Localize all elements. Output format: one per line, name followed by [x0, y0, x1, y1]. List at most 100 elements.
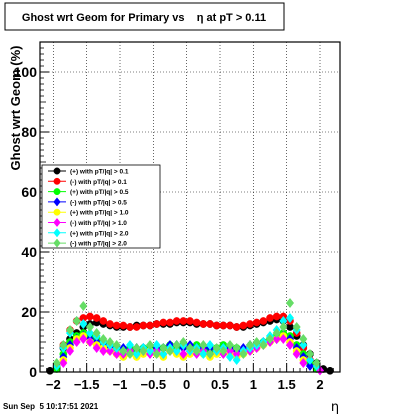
- data-point: [146, 321, 154, 330]
- data-point: [139, 321, 148, 330]
- series-8: [52, 297, 321, 369]
- data-point: [79, 333, 88, 345]
- legend-label: (+) with pT/|q| > 1.0: [70, 210, 129, 217]
- legend-label: (-) with pT/|q| > 1.0: [70, 220, 127, 227]
- data-point: [226, 321, 234, 330]
- x-tick-label: 0: [183, 377, 190, 392]
- y-tick-label: 80: [21, 124, 37, 140]
- x-tick-label: −1.5: [74, 377, 100, 392]
- data-point: [86, 312, 94, 321]
- series-markers: [46, 297, 334, 376]
- data-point: [92, 342, 101, 354]
- data-point: [232, 342, 241, 354]
- data-point: [219, 321, 228, 330]
- data-point: [139, 345, 148, 357]
- data-point: [186, 317, 194, 325]
- data-point: [279, 321, 288, 333]
- plot-frame: [39, 41, 341, 373]
- data-point: [65, 324, 75, 336]
- data-point: [265, 333, 275, 345]
- data-point: [272, 327, 281, 339]
- data-point: [152, 348, 161, 360]
- data-point: [212, 321, 221, 330]
- data-point: [99, 317, 108, 325]
- data-point: [159, 348, 168, 360]
- data-point: [179, 348, 188, 360]
- x-tick-label: 1: [250, 377, 257, 392]
- timestamp: Sun Sep 5 10:17:51 2021: [3, 402, 99, 411]
- legend-label: (+) with pT/|q| > 0.1: [70, 169, 129, 176]
- data-point: [212, 342, 221, 354]
- x-tick-label: 2: [316, 377, 323, 392]
- data-point: [225, 339, 235, 351]
- data-point: [299, 333, 308, 345]
- legend-label: (-) with pT/|q| > 0.1: [70, 179, 127, 186]
- data-point: [272, 333, 281, 345]
- data-point: [59, 357, 68, 369]
- data-point: [285, 297, 295, 309]
- data-point: [252, 336, 261, 348]
- data-point: [152, 320, 161, 328]
- data-point: [145, 345, 155, 357]
- data-point: [112, 339, 121, 351]
- data-point: [105, 345, 115, 357]
- data-point: [239, 348, 248, 360]
- data-point: [119, 345, 128, 357]
- data-point: [159, 318, 168, 327]
- data-point: [239, 321, 248, 330]
- y-tick-label: 0: [29, 364, 37, 380]
- data-point: [266, 314, 274, 322]
- data-point: [172, 345, 181, 357]
- data-point: [292, 348, 301, 360]
- legend-box: [41, 164, 161, 249]
- data-point: [192, 318, 201, 327]
- data-point: [125, 348, 135, 360]
- data-point: [299, 357, 308, 369]
- legend-label: (-) with pT/|q| > 2.0: [70, 241, 127, 248]
- x-tick-label: −2: [46, 377, 61, 392]
- legend-marker: [53, 208, 61, 216]
- data-point: [299, 339, 308, 351]
- data-point: [246, 320, 254, 328]
- data-point: [85, 336, 95, 348]
- legend-marker: [53, 217, 61, 228]
- data-point: [259, 339, 268, 351]
- data-point: [52, 357, 61, 369]
- data-point: [79, 318, 88, 330]
- data-point: [85, 327, 95, 339]
- data-point: [206, 320, 214, 328]
- data-point: [232, 323, 241, 331]
- data-point: [72, 315, 81, 327]
- data-point: [59, 339, 68, 351]
- title-box: [4, 2, 285, 31]
- data-point: [199, 348, 208, 360]
- x-tick-label: −0.5: [140, 377, 166, 392]
- data-point: [119, 321, 128, 330]
- data-point: [99, 333, 108, 345]
- data-point: [205, 348, 215, 360]
- data-point: [79, 300, 88, 312]
- data-point: [172, 339, 181, 351]
- data-point: [279, 333, 288, 345]
- data-point: [126, 323, 134, 331]
- data-point: [46, 366, 54, 375]
- data-point: [312, 357, 321, 369]
- data-point: [165, 345, 175, 357]
- data-point: [192, 345, 201, 357]
- chart-title: Ghost wrt Geom for Primary vs η at pT > …: [22, 12, 266, 24]
- data-point: [166, 318, 174, 327]
- data-point: [105, 336, 115, 348]
- data-point: [132, 323, 141, 331]
- data-point: [85, 321, 95, 333]
- data-point: [179, 336, 188, 348]
- data-point: [112, 321, 121, 330]
- data-point: [245, 339, 255, 351]
- data-point: [252, 318, 261, 327]
- legend: (+) with pT/|q| > 0.1 (-) with pT/|q| > 0…: [41, 164, 161, 249]
- data-point: [232, 354, 241, 366]
- x-tick-label: −1: [113, 377, 128, 392]
- legend-label: (-) with pT/|q| > 0.5: [70, 199, 127, 206]
- data-point: [112, 348, 121, 360]
- data-point: [219, 345, 228, 357]
